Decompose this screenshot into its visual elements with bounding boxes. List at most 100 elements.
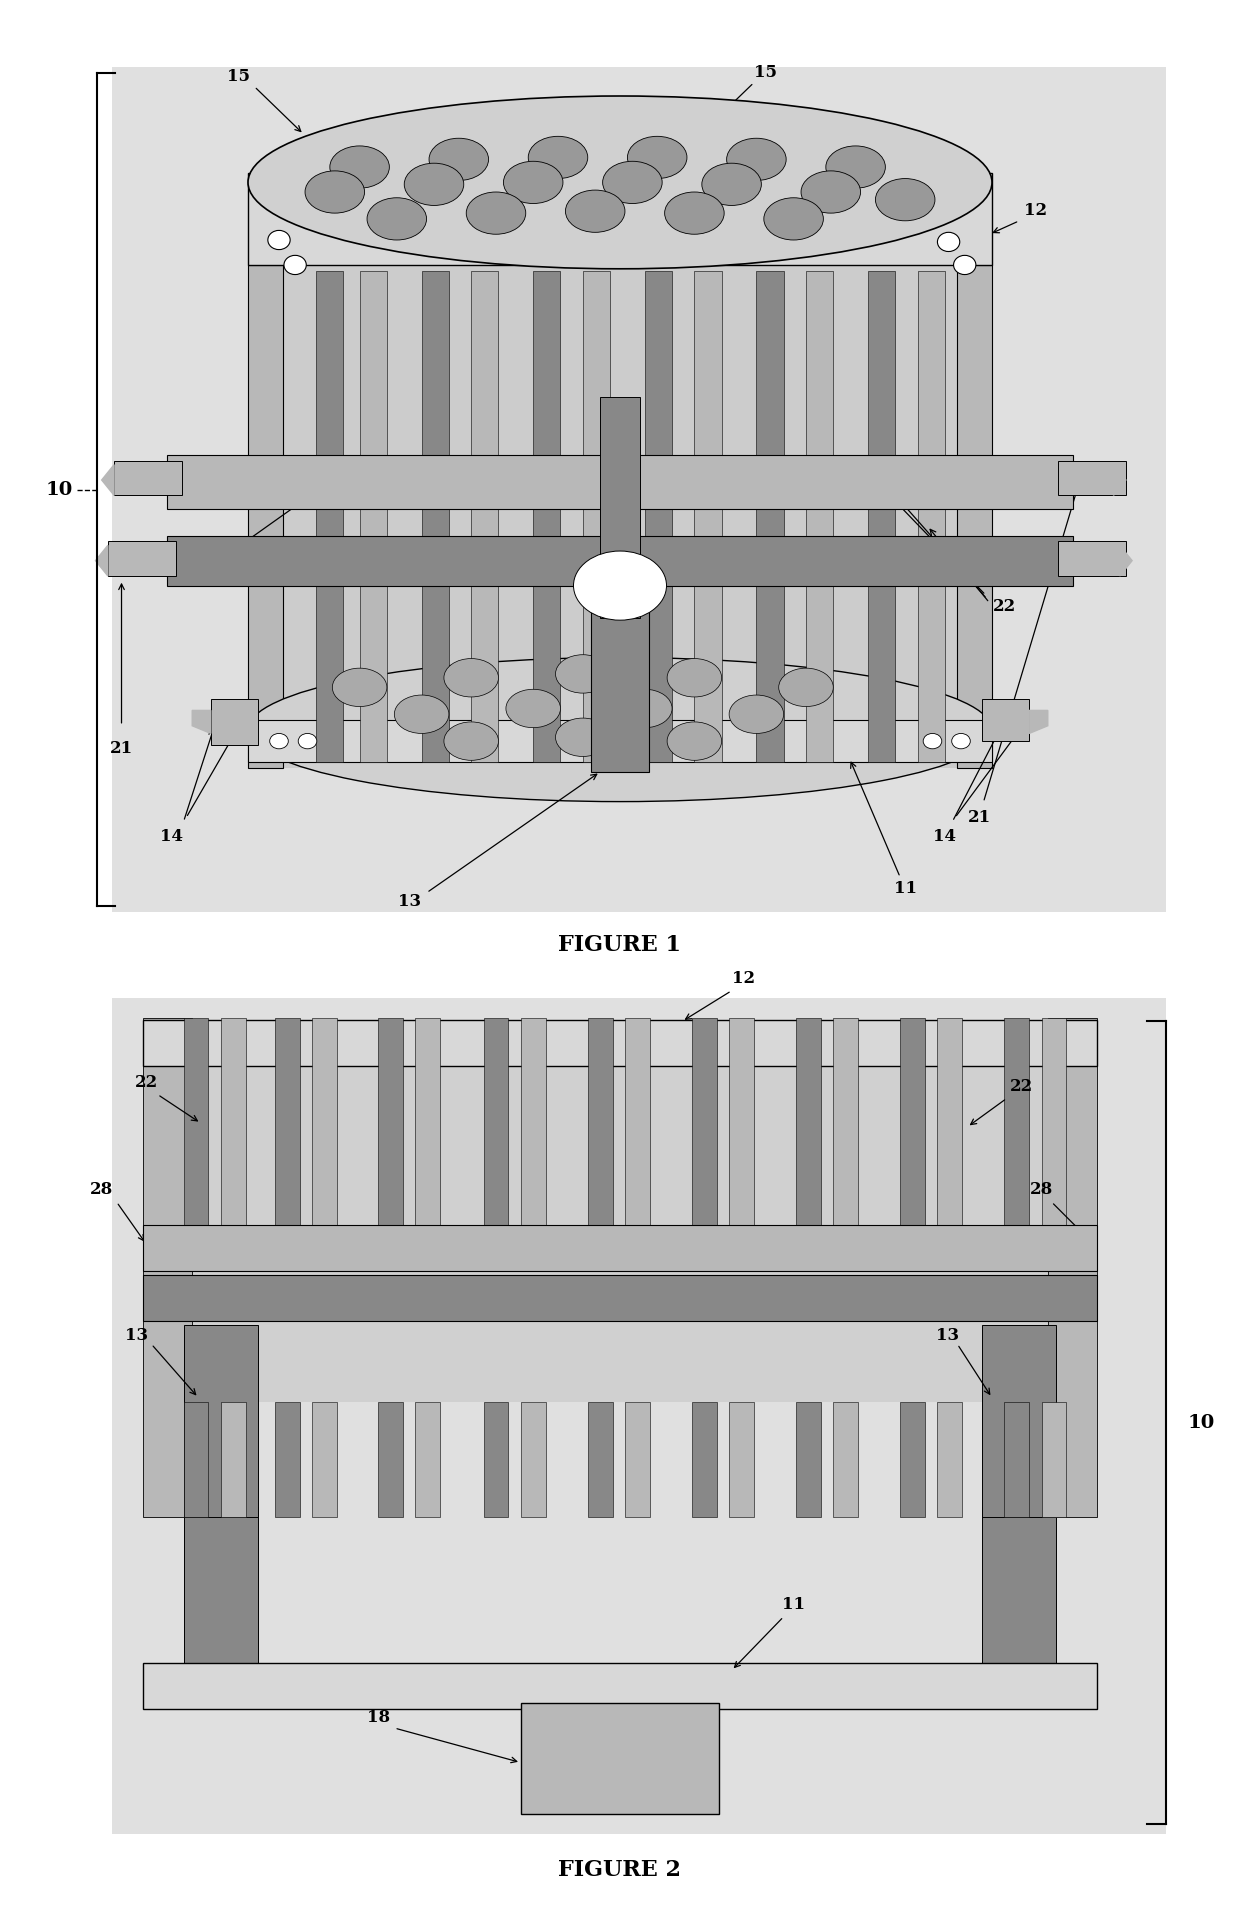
FancyBboxPatch shape xyxy=(112,67,1166,912)
FancyBboxPatch shape xyxy=(1042,1018,1066,1238)
Text: 13: 13 xyxy=(125,1327,148,1344)
FancyBboxPatch shape xyxy=(312,1018,337,1238)
FancyBboxPatch shape xyxy=(143,1663,1097,1709)
Ellipse shape xyxy=(298,733,317,749)
Ellipse shape xyxy=(444,659,498,697)
FancyBboxPatch shape xyxy=(692,1402,717,1517)
Text: 12: 12 xyxy=(1024,202,1047,219)
FancyBboxPatch shape xyxy=(248,720,992,762)
Polygon shape xyxy=(1114,465,1126,495)
Ellipse shape xyxy=(702,163,761,205)
Text: 22: 22 xyxy=(175,563,197,580)
Ellipse shape xyxy=(305,171,365,213)
Ellipse shape xyxy=(367,198,427,240)
FancyBboxPatch shape xyxy=(833,1402,858,1517)
FancyBboxPatch shape xyxy=(982,1507,1056,1670)
FancyBboxPatch shape xyxy=(937,1018,962,1238)
FancyBboxPatch shape xyxy=(900,1018,925,1238)
FancyBboxPatch shape xyxy=(692,1018,717,1238)
Polygon shape xyxy=(102,465,114,495)
FancyBboxPatch shape xyxy=(184,1507,258,1670)
FancyBboxPatch shape xyxy=(588,1402,613,1517)
Text: 12: 12 xyxy=(733,970,755,987)
FancyBboxPatch shape xyxy=(1042,1402,1066,1517)
FancyBboxPatch shape xyxy=(588,1018,613,1238)
Ellipse shape xyxy=(952,733,971,749)
Text: 15: 15 xyxy=(227,67,249,84)
Ellipse shape xyxy=(248,96,992,269)
Ellipse shape xyxy=(394,695,449,733)
FancyBboxPatch shape xyxy=(248,265,283,768)
FancyBboxPatch shape xyxy=(1058,461,1126,495)
FancyBboxPatch shape xyxy=(221,1018,246,1238)
FancyBboxPatch shape xyxy=(112,998,1166,1834)
FancyBboxPatch shape xyxy=(918,271,945,762)
Ellipse shape xyxy=(270,733,288,749)
FancyBboxPatch shape xyxy=(143,1020,1097,1066)
FancyBboxPatch shape xyxy=(275,1018,300,1238)
Ellipse shape xyxy=(826,146,885,188)
Ellipse shape xyxy=(404,163,464,205)
FancyBboxPatch shape xyxy=(143,1066,1097,1402)
Ellipse shape xyxy=(506,689,560,728)
Ellipse shape xyxy=(667,722,722,760)
FancyBboxPatch shape xyxy=(143,1275,1097,1321)
FancyBboxPatch shape xyxy=(143,1225,1097,1271)
FancyBboxPatch shape xyxy=(167,536,1073,586)
Ellipse shape xyxy=(466,192,526,234)
Text: 28: 28 xyxy=(91,1181,113,1198)
Text: 21: 21 xyxy=(968,808,991,826)
Ellipse shape xyxy=(332,668,387,707)
Ellipse shape xyxy=(444,722,498,760)
Ellipse shape xyxy=(801,171,861,213)
Text: 28: 28 xyxy=(1030,1181,1053,1198)
FancyBboxPatch shape xyxy=(1004,1402,1029,1517)
Ellipse shape xyxy=(923,733,942,749)
Text: 15: 15 xyxy=(754,63,776,81)
Polygon shape xyxy=(192,710,211,733)
Ellipse shape xyxy=(503,161,563,204)
FancyBboxPatch shape xyxy=(900,1402,925,1517)
FancyBboxPatch shape xyxy=(221,1402,246,1517)
Ellipse shape xyxy=(556,718,610,756)
Ellipse shape xyxy=(667,659,722,697)
Text: 18: 18 xyxy=(367,1709,389,1726)
FancyBboxPatch shape xyxy=(756,271,784,762)
FancyBboxPatch shape xyxy=(422,271,449,762)
Ellipse shape xyxy=(268,230,290,250)
Ellipse shape xyxy=(565,190,625,232)
Ellipse shape xyxy=(429,138,489,180)
FancyBboxPatch shape xyxy=(415,1402,440,1517)
FancyBboxPatch shape xyxy=(471,271,498,762)
Ellipse shape xyxy=(665,192,724,234)
Text: 13: 13 xyxy=(936,1327,959,1344)
FancyBboxPatch shape xyxy=(957,265,992,768)
FancyBboxPatch shape xyxy=(625,1402,650,1517)
FancyBboxPatch shape xyxy=(729,1018,754,1238)
FancyBboxPatch shape xyxy=(796,1402,821,1517)
FancyBboxPatch shape xyxy=(283,265,957,768)
Ellipse shape xyxy=(248,657,992,803)
FancyBboxPatch shape xyxy=(521,1703,719,1814)
Text: 13: 13 xyxy=(398,893,420,910)
Ellipse shape xyxy=(573,551,667,620)
FancyBboxPatch shape xyxy=(694,271,722,762)
Polygon shape xyxy=(1120,545,1132,576)
FancyBboxPatch shape xyxy=(591,609,649,772)
FancyBboxPatch shape xyxy=(415,1018,440,1238)
Ellipse shape xyxy=(556,655,610,693)
Text: 10: 10 xyxy=(1188,1413,1215,1432)
FancyBboxPatch shape xyxy=(1004,1018,1029,1238)
Text: FIGURE 1: FIGURE 1 xyxy=(558,933,682,956)
Ellipse shape xyxy=(727,138,786,180)
FancyBboxPatch shape xyxy=(378,1402,403,1517)
FancyBboxPatch shape xyxy=(868,271,895,762)
FancyBboxPatch shape xyxy=(360,271,387,762)
Polygon shape xyxy=(95,545,108,576)
Ellipse shape xyxy=(618,689,672,728)
FancyBboxPatch shape xyxy=(625,1018,650,1238)
FancyBboxPatch shape xyxy=(484,1018,508,1238)
FancyBboxPatch shape xyxy=(937,1402,962,1517)
Text: 22: 22 xyxy=(135,1073,157,1091)
FancyBboxPatch shape xyxy=(108,541,176,576)
